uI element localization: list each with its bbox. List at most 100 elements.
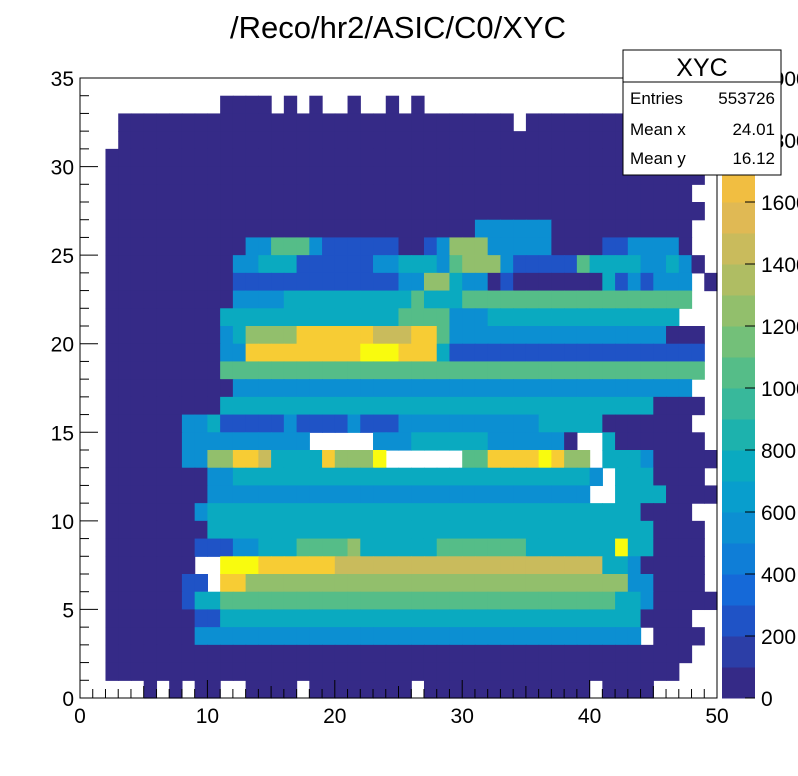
heatmap-cell (296, 432, 310, 451)
heatmap-cell (500, 202, 514, 221)
heatmap-cell (576, 219, 591, 239)
heatmap-cell (627, 202, 642, 221)
heatmap-cell (653, 290, 667, 309)
heatmap-cell (258, 113, 272, 132)
heatmap-cell (156, 538, 170, 557)
heatmap-cell (347, 467, 361, 487)
heatmap-cell (538, 662, 552, 681)
heatmap-cell (207, 113, 221, 132)
heatmap-cell (169, 450, 183, 469)
heatmap-cell (538, 237, 552, 256)
heatmap-cell (245, 308, 259, 327)
heatmap-cell (105, 361, 119, 380)
heatmap-cell (500, 379, 514, 398)
heatmap-cell (232, 432, 247, 451)
heatmap-cell (602, 148, 616, 168)
heatmap-cell (271, 503, 285, 522)
heatmap-cell (194, 485, 208, 504)
heatmap-cell (411, 290, 425, 309)
heatmap-cell (576, 202, 591, 221)
heatmap-cell (156, 131, 170, 150)
heatmap-cell (334, 680, 349, 699)
heatmap-cell (220, 414, 234, 433)
heatmap-cell (423, 520, 438, 540)
heatmap-cell (704, 450, 718, 469)
heatmap-cell (232, 538, 247, 557)
heatmap-cell (462, 343, 476, 363)
heatmap-cell (194, 662, 208, 681)
color-scale-swatch (722, 605, 755, 637)
heatmap-cell (220, 467, 234, 487)
heatmap-cell (373, 485, 387, 504)
heatmap-cell (551, 503, 565, 522)
heatmap-cell (360, 237, 374, 256)
heatmap-cell (232, 644, 247, 664)
heatmap-cell (271, 166, 285, 185)
heatmap-cell (334, 538, 349, 557)
heatmap-cell (245, 485, 259, 504)
heatmap-cell (436, 272, 451, 292)
heatmap-cell (474, 255, 489, 274)
heatmap-cell (156, 644, 170, 664)
heatmap-cell (436, 326, 451, 345)
heatmap-cell (576, 396, 591, 416)
heatmap-cell (678, 414, 693, 433)
heatmap-cell (525, 237, 540, 256)
heatmap-cell (576, 644, 591, 664)
heatmap-cell (143, 308, 158, 327)
heatmap-cell (615, 255, 629, 274)
heatmap-cell (309, 414, 323, 433)
heatmap-cell (487, 591, 502, 611)
heatmap-cell (169, 662, 183, 681)
heatmap-cell (513, 414, 527, 433)
heatmap-cell (615, 485, 629, 504)
heatmap-cell (436, 237, 451, 256)
heatmap-cell (602, 326, 616, 345)
heatmap-cell (347, 591, 361, 611)
heatmap-cell (130, 396, 145, 416)
heatmap-cell (436, 202, 451, 221)
heatmap-cell (564, 361, 578, 380)
heatmap-cell (666, 467, 680, 487)
heatmap-cell (309, 662, 323, 681)
heatmap-cell (666, 379, 680, 398)
heatmap-cell (462, 520, 476, 540)
heatmap-cell (538, 485, 552, 504)
heatmap-cell (576, 574, 591, 593)
heatmap-cell (271, 432, 285, 451)
heatmap-cell (360, 326, 374, 345)
heatmap-cell (245, 290, 259, 309)
heatmap-cell (360, 255, 374, 274)
heatmap-cell (666, 308, 680, 327)
heatmap-cell (181, 184, 196, 203)
heatmap-cell (283, 113, 298, 132)
heatmap-cell (666, 450, 680, 469)
heatmap-cell (423, 556, 438, 575)
heatmap-cell (551, 219, 565, 239)
heatmap-cell (181, 467, 196, 487)
heatmap-cell (181, 148, 196, 168)
heatmap-cell (678, 520, 693, 540)
color-scale-swatch (722, 357, 755, 389)
heatmap-cell (181, 290, 196, 309)
heatmap-cell (245, 255, 259, 274)
heatmap-cell (666, 432, 680, 451)
heatmap-cell (678, 644, 693, 664)
heatmap-cell (373, 574, 387, 593)
heatmap-cell (373, 131, 387, 150)
heatmap-cell (627, 503, 642, 522)
heatmap-cell (360, 574, 374, 593)
heatmap-cell (513, 467, 527, 487)
heatmap-cell (615, 680, 629, 699)
heatmap-cell (487, 379, 502, 398)
heatmap-cell (334, 467, 349, 487)
heatmap-cell (258, 379, 272, 398)
heatmap-cell (271, 290, 285, 309)
heatmap-cell (194, 308, 208, 327)
heatmap-cell (449, 255, 463, 274)
heatmap-cell (691, 432, 705, 451)
heatmap-cell (271, 308, 285, 327)
heatmap-cell (589, 184, 603, 203)
heatmap-cell (283, 396, 298, 416)
heatmap-cell (385, 556, 400, 575)
